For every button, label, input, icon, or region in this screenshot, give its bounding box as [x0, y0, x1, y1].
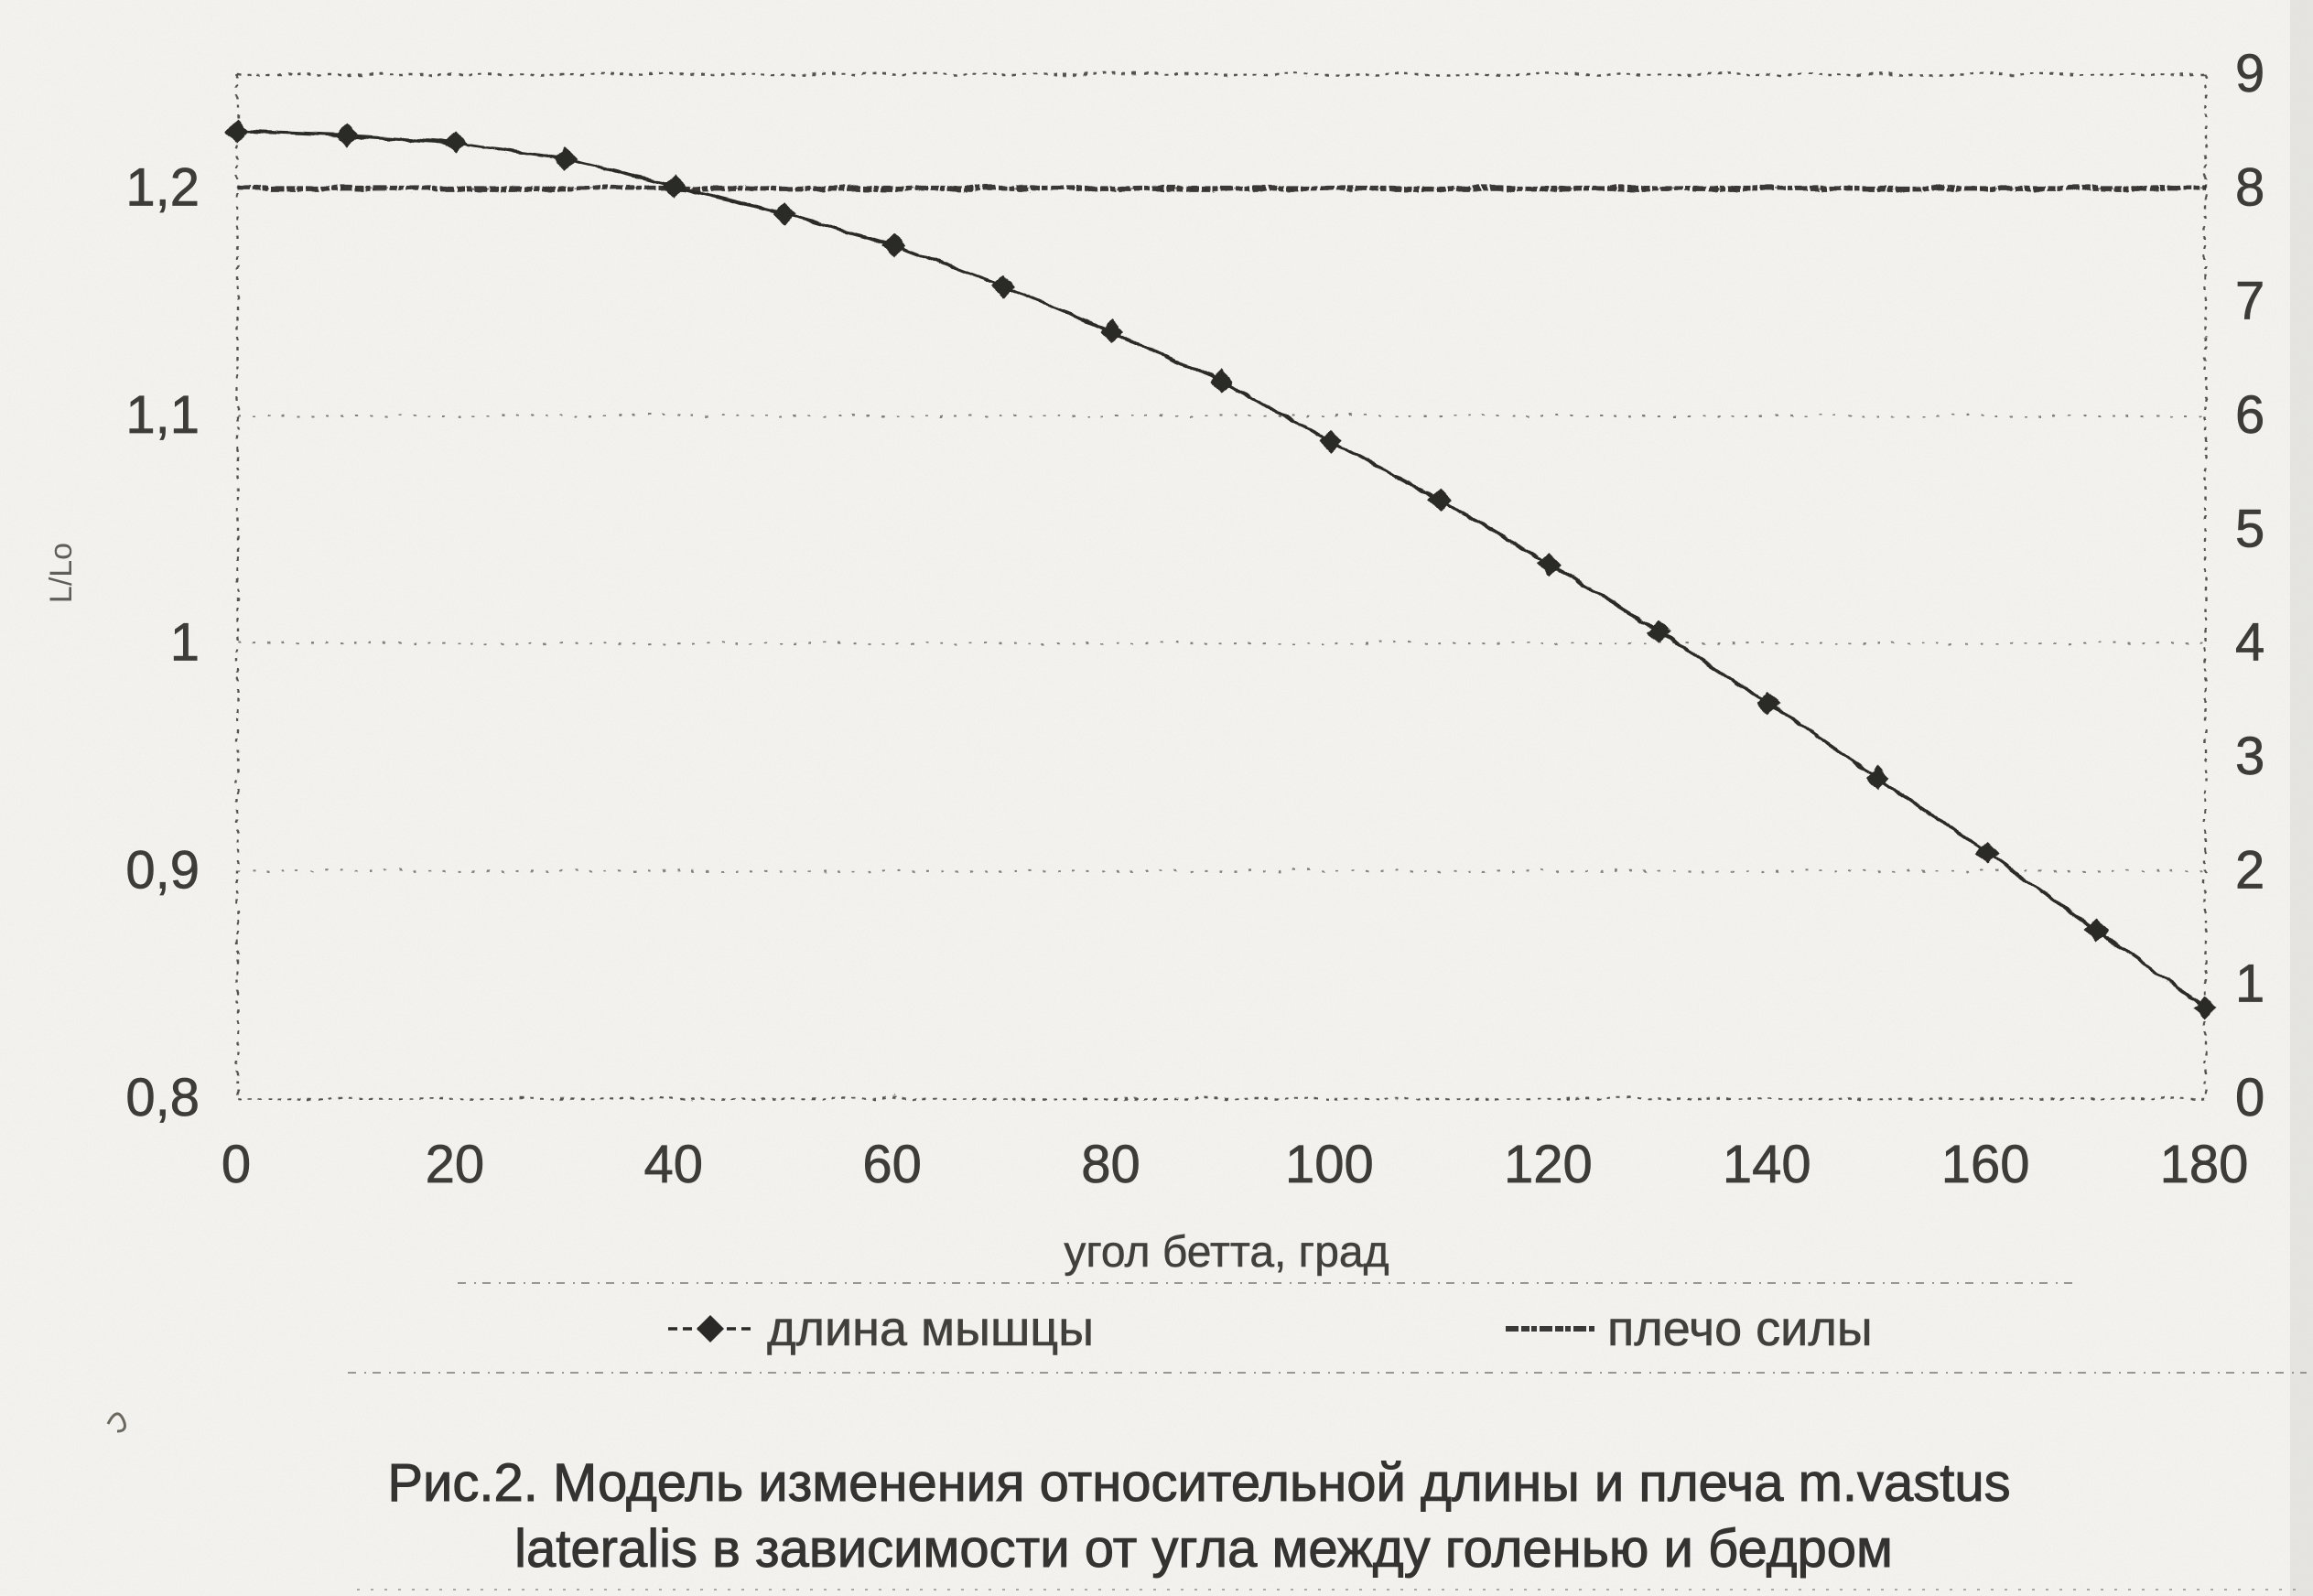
y-left-tick-label-1,1: 1,1: [125, 385, 200, 445]
data-point-diamond-x120: [1536, 550, 1561, 575]
y-left-axis-title: L/Lo: [44, 543, 79, 603]
data-point-diamond-x140: [1755, 689, 1779, 714]
y-left-tick-label-0,8: 0,8: [125, 1068, 200, 1127]
y-right-tick-label-0: 0: [2235, 1068, 2264, 1127]
data-point-diamond-x10: [333, 123, 358, 147]
y-right-tick-label-5: 5: [2235, 499, 2264, 558]
y-left-tick-label-1,2: 1,2: [125, 157, 200, 217]
x-tick-label-0: 0: [222, 1135, 251, 1194]
data-point-diamond-x20: [442, 129, 467, 154]
legend: длина мышцы плечо силы: [668, 1301, 1873, 1356]
y-right-tick-label-8: 8: [2235, 157, 2264, 217]
scan-artifact-mark: [106, 1412, 126, 1433]
data-point-diamond-x110: [1426, 487, 1451, 512]
data-point-diamond-x100: [1317, 427, 1342, 452]
legend-label-lever-arm: плечо силы: [1607, 1301, 1873, 1356]
y-right-tick-label-7: 7: [2235, 272, 2264, 331]
data-point-diamond-x0: [224, 118, 248, 143]
data-point-diamond-x40: [661, 172, 686, 197]
y-right-tick-label-1: 1: [2235, 954, 2264, 1014]
legend-item-lever-arm: плечо силы: [1506, 1301, 1873, 1356]
x-tick-label-100: 100: [1285, 1135, 1374, 1194]
x-tick-label-80: 80: [1081, 1135, 1140, 1194]
y-right-tick-label-2: 2: [2235, 840, 2264, 900]
plot-area: [224, 71, 2216, 1099]
page-edge-shadow: [2290, 0, 2313, 1596]
y-right-tick-label-9: 9: [2235, 44, 2264, 103]
caption-line-2: lateralis в зависимости от угла между го…: [514, 1519, 1893, 1579]
x-axis-title: угол бетта, град: [1064, 1228, 1389, 1277]
y-right-tick-label-4: 4: [2235, 613, 2264, 673]
data-point-diamond-x170: [2082, 916, 2107, 941]
x-tick-label-60: 60: [862, 1135, 922, 1194]
data-point-diamond-x150: [1864, 764, 1888, 789]
y-left-tick-label-0,9: 0,9: [125, 840, 200, 900]
data-point-diamond-x90: [1208, 368, 1232, 393]
data-point-diamond-x180: [2192, 994, 2216, 1019]
diamond-marker-icon: [697, 1315, 724, 1343]
data-point-diamond-x30: [552, 146, 577, 170]
axis-tick-labels: 0 20 40 60 80 100 120 140 160 1801,21,110,90,8987…: [125, 44, 2265, 1195]
x-tick-label-20: 20: [426, 1135, 485, 1194]
data-point-diamond-x60: [880, 232, 904, 256]
x-tick-label-40: 40: [644, 1135, 704, 1194]
x-tick-label-160: 160: [1941, 1135, 2030, 1194]
caption-line-1: Рис.2. Модель изменения относительной дл…: [387, 1453, 2010, 1513]
figure-caption: Рис.2. Модель изменения относительной дл…: [387, 1453, 2011, 1580]
x-tick-label-180: 180: [2160, 1135, 2249, 1194]
y-right-tick-label-3: 3: [2235, 727, 2264, 786]
data-point-diamond-x160: [1973, 839, 1998, 864]
data-point-diamond-x50: [771, 200, 795, 224]
legend-label-muscle-length: длина мышцы: [767, 1301, 1094, 1356]
legend-item-muscle-length: длина мышцы: [668, 1301, 1094, 1356]
data-point-diamond-x130: [1645, 619, 1670, 643]
data-point-diamond-x80: [1098, 318, 1123, 342]
x-tick-label-120: 120: [1504, 1135, 1593, 1194]
data-point-diamond-x70: [989, 273, 1014, 297]
y-right-tick-label-6: 6: [2235, 385, 2264, 445]
x-tick-label-140: 140: [1723, 1135, 1811, 1194]
y-left-tick-label-1: 1: [170, 613, 200, 673]
